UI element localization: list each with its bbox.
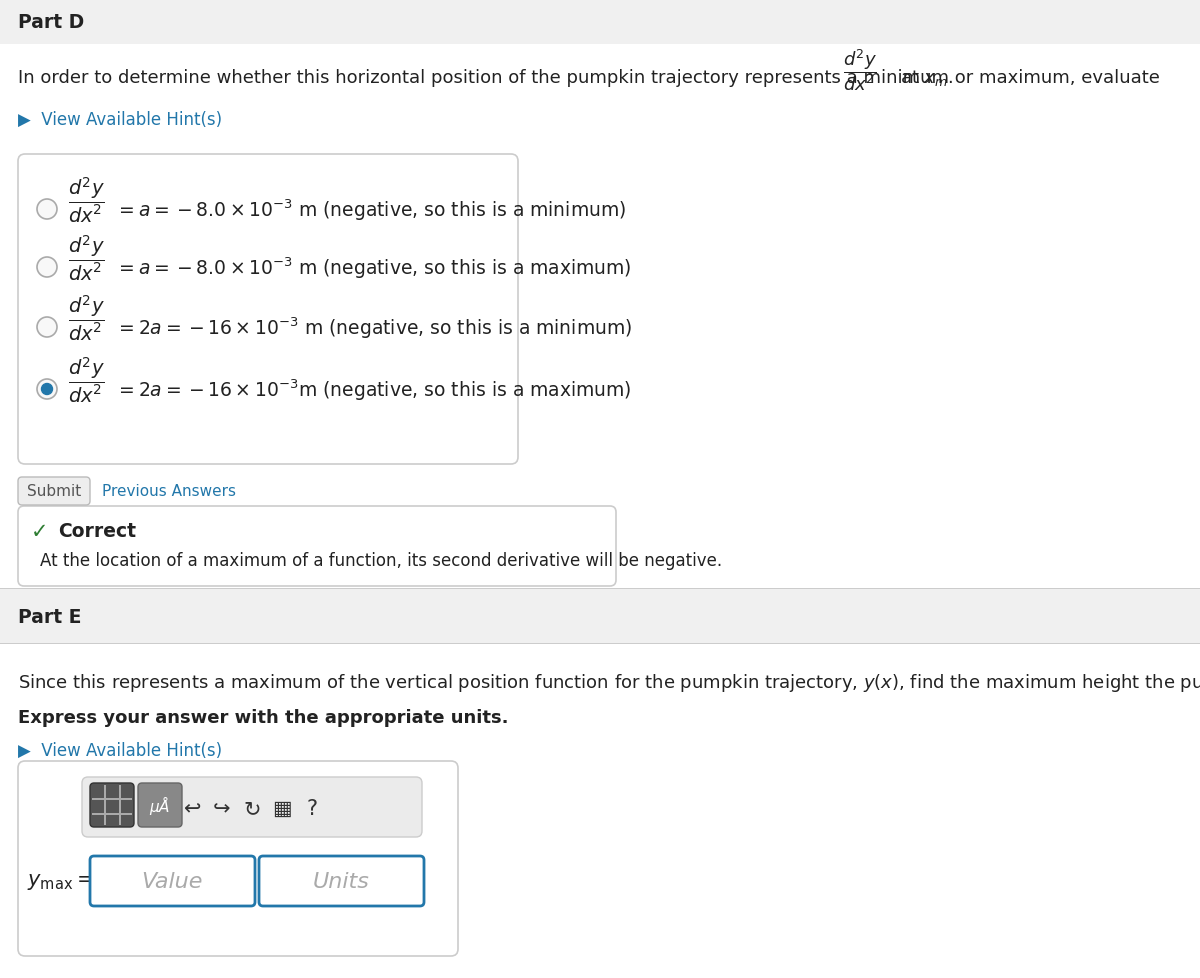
Text: $\dfrac{d^2y}{dx^2}$: $\dfrac{d^2y}{dx^2}$ xyxy=(68,233,104,283)
FancyBboxPatch shape xyxy=(18,761,458,956)
Text: Part D: Part D xyxy=(18,14,84,32)
Text: $y_{\rm max} =$: $y_{\rm max} =$ xyxy=(26,871,94,891)
Bar xyxy=(0,589,1200,590)
Text: Value: Value xyxy=(142,871,203,891)
Text: Submit: Submit xyxy=(26,484,82,499)
FancyBboxPatch shape xyxy=(90,783,134,827)
Bar xyxy=(119,785,121,825)
Text: $= 2a = -16 \times 10^{-3}$ m (negative, so this is a minimum): $= 2a = -16 \times 10^{-3}$ m (negative,… xyxy=(115,315,632,340)
Circle shape xyxy=(37,258,58,278)
Text: ?: ? xyxy=(306,798,318,819)
FancyBboxPatch shape xyxy=(259,856,424,906)
Bar xyxy=(92,813,132,816)
Text: Part E: Part E xyxy=(18,607,82,626)
Bar xyxy=(0,645,1200,978)
Text: At the location of a maximum of a function, its second derivative will be negati: At the location of a maximum of a functi… xyxy=(40,552,722,569)
Text: ↪: ↪ xyxy=(214,798,230,819)
Text: $\dfrac{d^2y}{dx^2}$: $\dfrac{d^2y}{dx^2}$ xyxy=(842,47,877,93)
Bar xyxy=(0,45,1200,46)
Text: at $x_m.$: at $x_m.$ xyxy=(900,67,953,88)
FancyBboxPatch shape xyxy=(18,507,616,587)
Text: Units: Units xyxy=(312,871,370,891)
Text: ✓: ✓ xyxy=(31,521,49,542)
Text: ▦: ▦ xyxy=(272,798,292,819)
Text: Since this represents a maximum of the vertical position function for the pumpki: Since this represents a maximum of the v… xyxy=(18,671,1200,693)
Bar xyxy=(92,798,132,800)
Text: $\dfrac{d^2y}{dx^2}$: $\dfrac{d^2y}{dx^2}$ xyxy=(68,293,104,342)
FancyBboxPatch shape xyxy=(90,856,256,906)
FancyBboxPatch shape xyxy=(18,477,90,506)
Bar xyxy=(0,45,1200,590)
FancyBboxPatch shape xyxy=(138,783,182,827)
Bar xyxy=(0,0,1200,45)
Text: Previous Answers: Previous Answers xyxy=(102,484,236,499)
Bar xyxy=(104,785,106,825)
Text: ▶  View Available Hint(s): ▶ View Available Hint(s) xyxy=(18,111,222,129)
Circle shape xyxy=(37,379,58,400)
Bar xyxy=(0,644,1200,645)
Text: $\dfrac{d^2y}{dx^2}$: $\dfrac{d^2y}{dx^2}$ xyxy=(68,355,104,404)
FancyBboxPatch shape xyxy=(82,778,422,837)
Text: $= a = -8.0 \times 10^{-3}$ m (negative, so this is a minimum): $= a = -8.0 \times 10^{-3}$ m (negative,… xyxy=(115,197,626,223)
Text: In order to determine whether this horizontal position of the pumpkin trajectory: In order to determine whether this horiz… xyxy=(18,68,1160,87)
Text: Correct: Correct xyxy=(58,522,136,541)
Text: $\dfrac{d^2y}{dx^2}$: $\dfrac{d^2y}{dx^2}$ xyxy=(68,175,104,225)
Text: ▶  View Available Hint(s): ▶ View Available Hint(s) xyxy=(18,741,222,759)
Circle shape xyxy=(42,384,53,395)
Circle shape xyxy=(37,200,58,220)
Text: ↩: ↩ xyxy=(184,798,200,819)
Circle shape xyxy=(37,318,58,337)
Text: $\mu\AA$: $\mu\AA$ xyxy=(149,794,170,817)
Text: $= 2a = -16 \times 10^{-3}$m (negative, so this is a maximum): $= 2a = -16 \times 10^{-3}$m (negative, … xyxy=(115,377,631,402)
Text: $= a = -8.0 \times 10^{-3}$ m (negative, so this is a maximum): $= a = -8.0 \times 10^{-3}$ m (negative,… xyxy=(115,255,631,281)
Text: Express your answer with the appropriate units.: Express your answer with the appropriate… xyxy=(18,708,509,727)
Bar xyxy=(0,590,1200,645)
FancyBboxPatch shape xyxy=(18,155,518,465)
Text: ↻: ↻ xyxy=(244,798,260,819)
